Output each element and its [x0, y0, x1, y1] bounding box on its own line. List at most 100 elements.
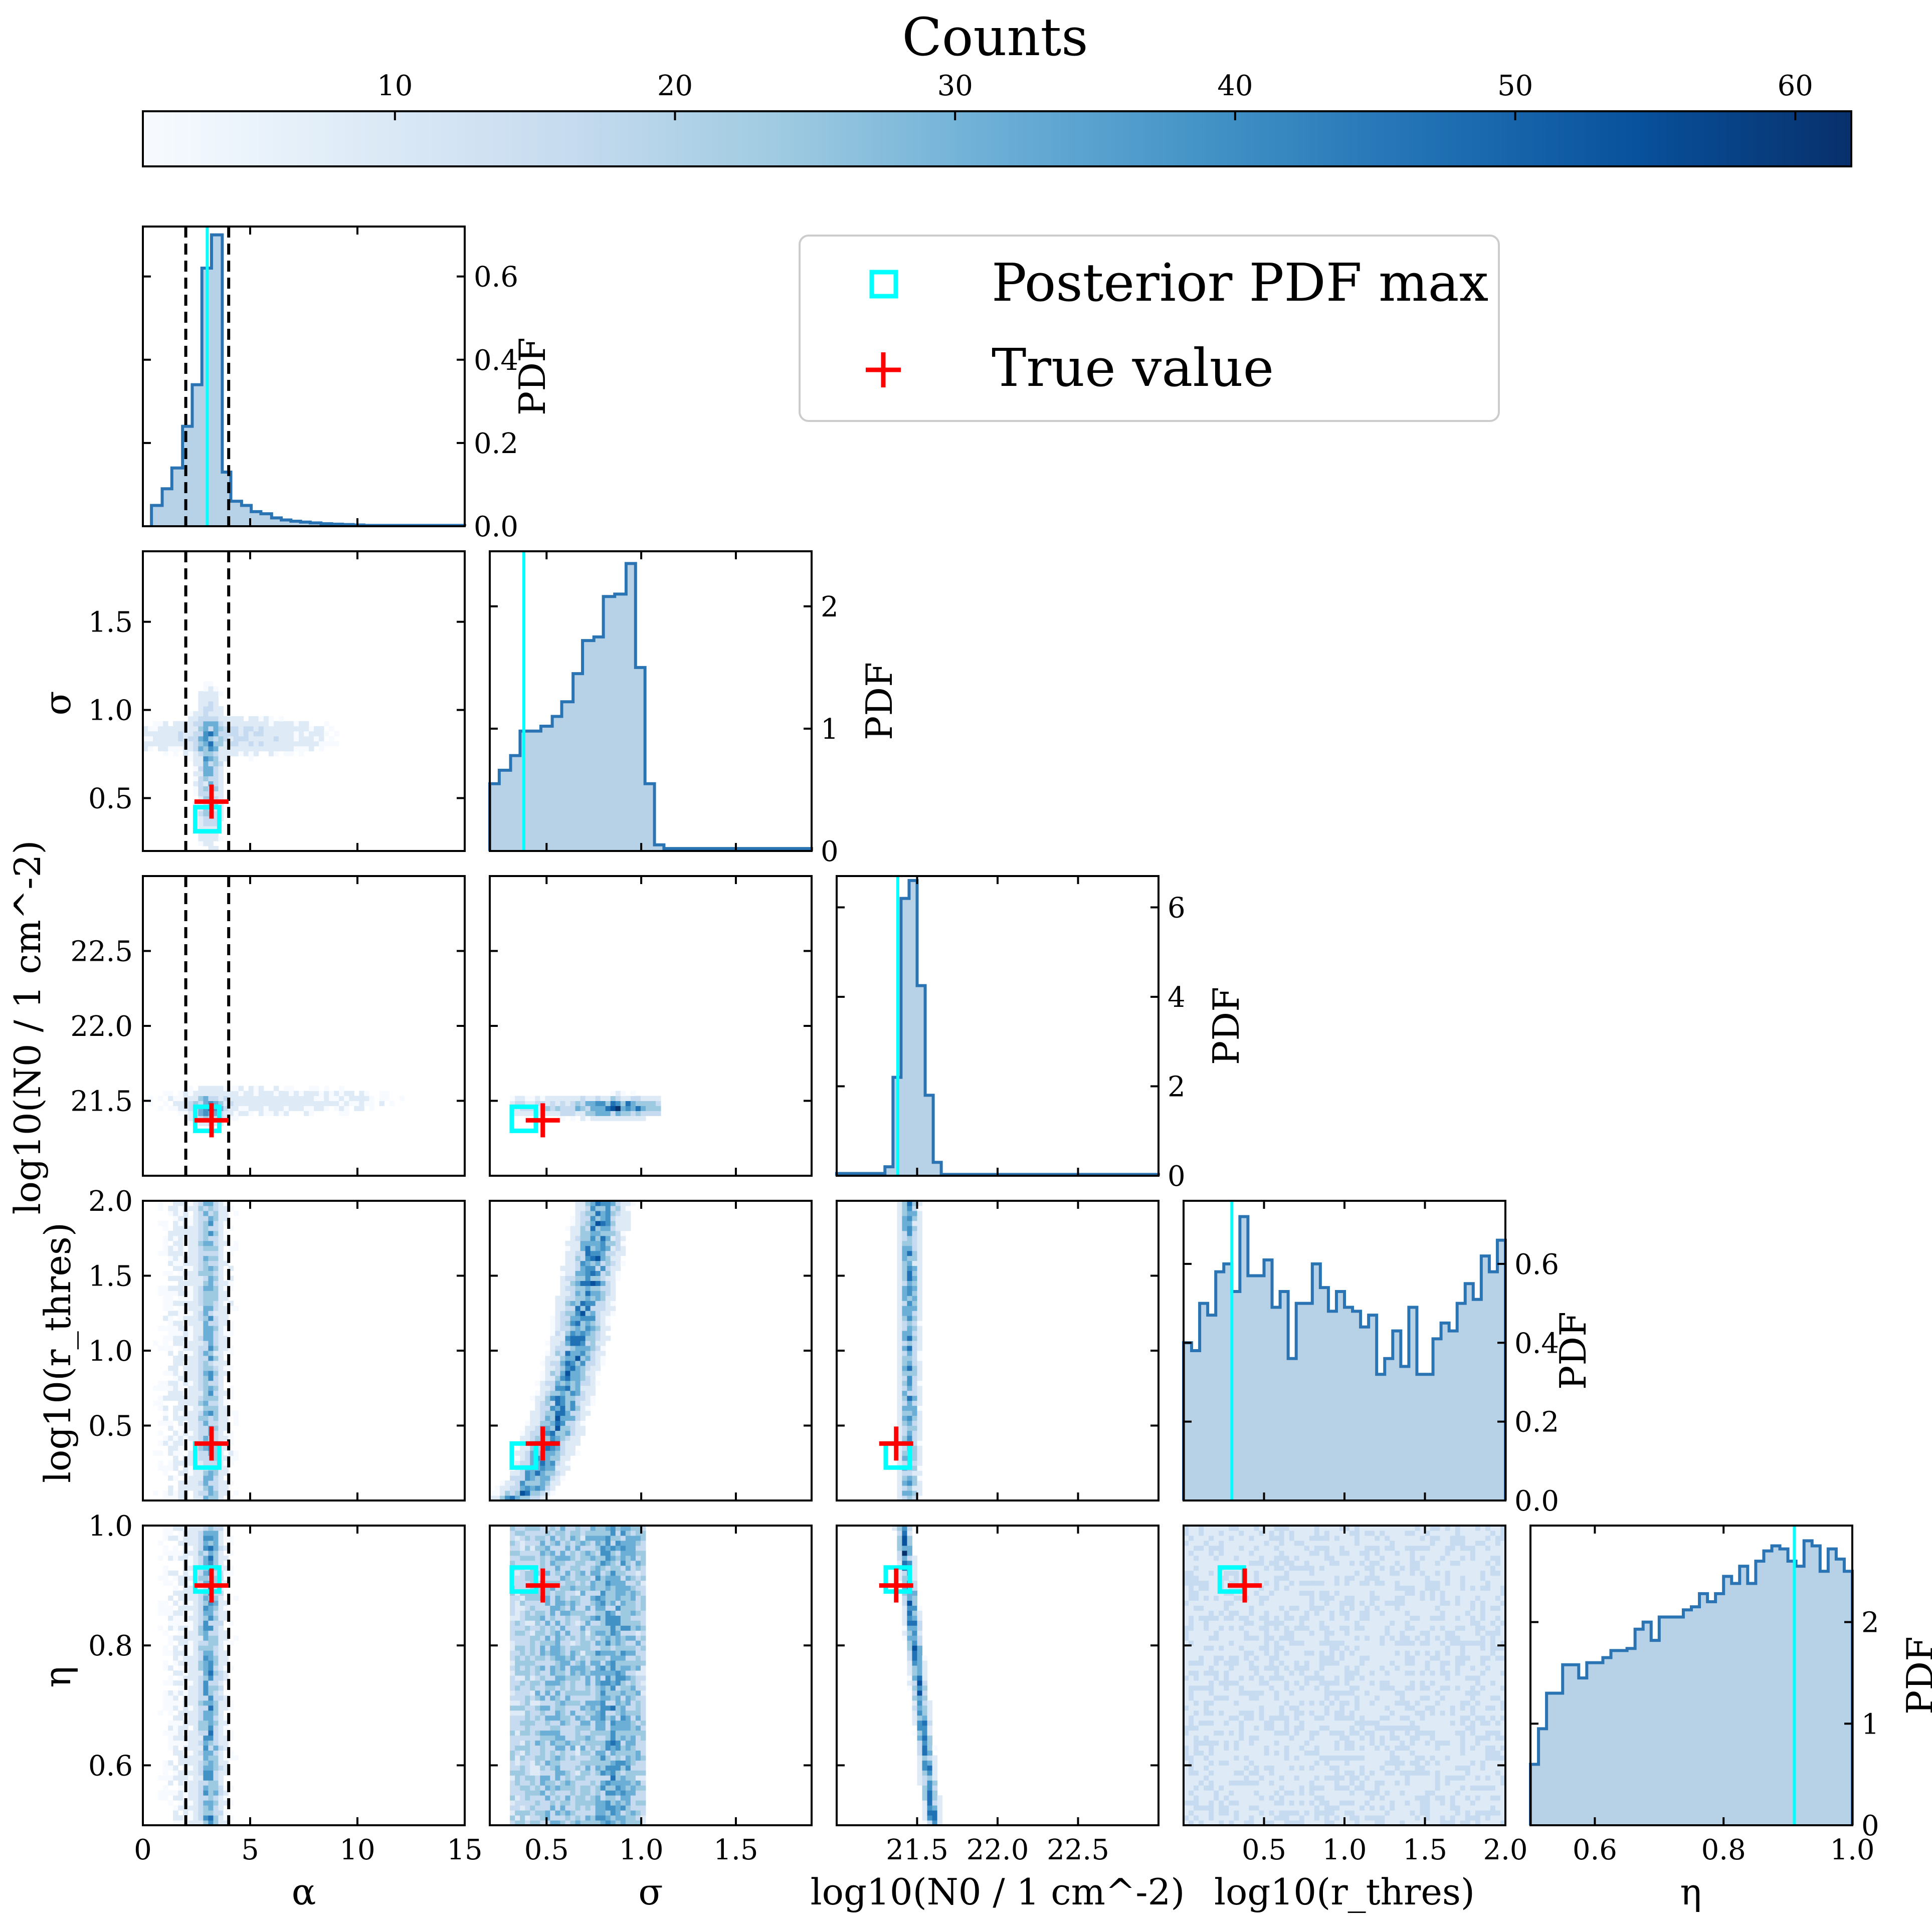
density-cell [917, 1220, 923, 1226]
density-cell [188, 1710, 194, 1716]
density-cell [193, 1346, 199, 1351]
density-cell [193, 1545, 199, 1551]
density-cell [319, 1106, 324, 1111]
density-cell [203, 1235, 209, 1241]
density-cell [912, 1495, 917, 1500]
density-cell [595, 1750, 601, 1756]
density-cell [565, 1410, 570, 1416]
density-cell [595, 1240, 601, 1246]
density-cell [565, 1650, 570, 1656]
density-cell [550, 1820, 555, 1825]
density-cell [590, 1235, 596, 1241]
density-cell [208, 1415, 214, 1421]
density-cell [238, 1106, 244, 1111]
density-cell [550, 1375, 555, 1381]
density-cell [223, 1490, 229, 1496]
legend-true-value-label: True value [992, 337, 1274, 398]
density-cell [902, 1265, 907, 1271]
density-cell [560, 1740, 565, 1746]
density-cell [208, 1321, 214, 1326]
density-cell [580, 1205, 586, 1211]
density-cell [359, 1106, 364, 1111]
density-cell [223, 751, 229, 757]
density-cell [917, 1405, 923, 1411]
density-cell [173, 1301, 178, 1306]
density-cell [610, 1765, 616, 1771]
density-cell [218, 1326, 224, 1331]
density-cell [550, 1540, 555, 1546]
density-cell [545, 1480, 550, 1486]
density-cell [510, 1615, 515, 1621]
density-cell [615, 1625, 621, 1631]
density-cell [213, 1260, 219, 1266]
density-cell [223, 736, 229, 742]
density-cell [635, 1800, 641, 1806]
density-cell [218, 1385, 224, 1391]
density-cell [203, 1810, 209, 1816]
density-cell [198, 1645, 204, 1651]
density-cell [218, 1655, 224, 1661]
density-cell [183, 1346, 188, 1351]
density-cell [610, 1530, 616, 1536]
density-cell [575, 1595, 581, 1601]
density-cell [590, 1650, 596, 1656]
density-cell [585, 1685, 591, 1691]
density-cell [183, 1485, 188, 1491]
density-cell [605, 1650, 611, 1656]
density-cell [590, 1770, 596, 1776]
density-cell [213, 1575, 219, 1581]
density-cell [590, 1615, 596, 1621]
density-cell [615, 1715, 621, 1721]
density-cell [263, 736, 269, 742]
density-cell [218, 1725, 224, 1731]
density-cell [213, 1690, 219, 1696]
density-cell [163, 1680, 168, 1686]
density-cell [198, 1475, 204, 1481]
density-cell [168, 1550, 173, 1556]
density-cell [198, 1370, 204, 1376]
density-cell [580, 1255, 586, 1261]
density-cell [605, 1745, 611, 1751]
density-cell [590, 1535, 596, 1541]
panels: 0.51.01.521.522.022.50.51.01.52.00 5 10 150… [70, 226, 1932, 1866]
density-cell [565, 1111, 570, 1116]
density-cell [218, 1430, 224, 1436]
density-cell [912, 1225, 917, 1231]
density-cell [188, 716, 194, 722]
density-cell [168, 1580, 173, 1586]
density-cell [223, 1700, 229, 1706]
density-cell [213, 741, 219, 747]
density-cell [515, 1750, 520, 1756]
density-cell [188, 1575, 194, 1581]
density-cell [158, 1106, 163, 1111]
density-cell [565, 1545, 570, 1551]
density-cell [565, 1265, 570, 1271]
density-cell [233, 1096, 239, 1101]
density-cell [535, 1610, 540, 1616]
density-cell [304, 741, 309, 747]
density-cell [605, 1810, 611, 1816]
density-cell [203, 746, 209, 752]
density-cell [208, 1775, 214, 1781]
density-cell [907, 1235, 912, 1241]
density-cell [550, 1360, 555, 1366]
density-cell [630, 1680, 636, 1686]
density-cell [253, 736, 259, 742]
density-cell [203, 1670, 209, 1676]
density-cell [917, 1230, 923, 1236]
density-cell [178, 1400, 183, 1406]
density-cell [560, 1265, 565, 1271]
density-cell [530, 1550, 535, 1556]
density-cell [620, 1111, 626, 1116]
density-cell [555, 1720, 560, 1726]
density-cell [907, 1326, 912, 1331]
density-cell [188, 1526, 194, 1531]
density-cell [208, 1201, 214, 1206]
density-cell [213, 1096, 219, 1101]
density-cell [203, 1285, 209, 1291]
density-cell [173, 1275, 178, 1281]
density-cell [253, 751, 259, 757]
density-cell [580, 1341, 586, 1346]
density-cell [324, 721, 329, 727]
density-cell [203, 1355, 209, 1361]
